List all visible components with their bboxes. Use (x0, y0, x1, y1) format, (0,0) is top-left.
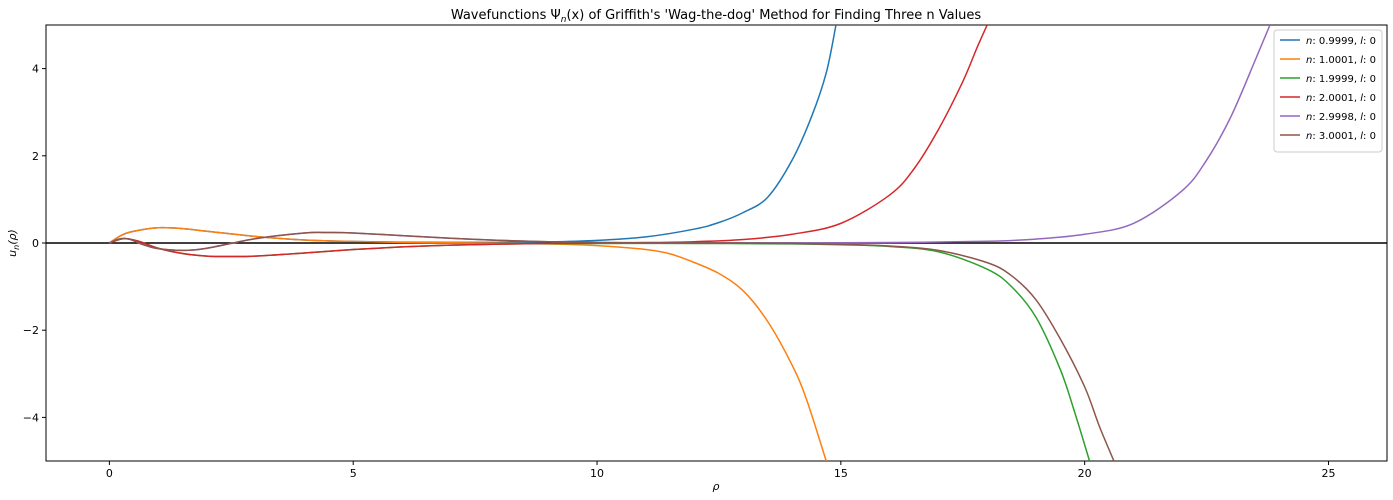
y-tick-label: 0 (32, 237, 39, 250)
legend-label: n: 1.0001, l: 0 (1306, 55, 1376, 66)
legend-label: n: 2.0001, l: 0 (1306, 93, 1376, 104)
series-line-6 (109, 231, 1115, 461)
series-line-4 (109, 25, 988, 258)
y-axis-title: un(ρ) (6, 229, 21, 257)
legend-box (1273, 29, 1383, 153)
y-tick-label: −4 (23, 411, 39, 424)
y-tick-label: 2 (32, 150, 39, 163)
x-axis: 0 5 10 15 20 25 (106, 461, 1335, 480)
legend-label: n: 0.9999, l: 0 (1306, 36, 1376, 47)
legend-label: n: 2.9998, l: 0 (1306, 112, 1376, 123)
legend-label: n: 3.0001, l: 0 (1306, 131, 1376, 142)
y-tick-label: −2 (23, 324, 39, 337)
x-axis-title: ρ (713, 480, 720, 493)
x-tick-label: 25 (1321, 467, 1335, 480)
series-group (108, 25, 1271, 461)
x-tick-label: 5 (350, 467, 357, 480)
legend: n: 0.9999, l: 0 n: 1.0001, l: 0 n: 1.9999,… (1273, 29, 1383, 153)
series-line-2 (108, 226, 827, 461)
x-tick-label: 10 (590, 467, 604, 480)
x-tick-label: 0 (106, 467, 113, 480)
x-tick-label: 15 (834, 467, 848, 480)
legend-label: n: 1.9999, l: 0 (1306, 74, 1376, 85)
y-axis: −4 −2 0 2 4 (23, 63, 46, 424)
chart-title: Wavefunctions Ψn(x) of Griffith's 'Wag-t… (451, 8, 982, 25)
y-tick-label: 4 (32, 63, 39, 76)
x-tick-label: 20 (1078, 467, 1092, 480)
